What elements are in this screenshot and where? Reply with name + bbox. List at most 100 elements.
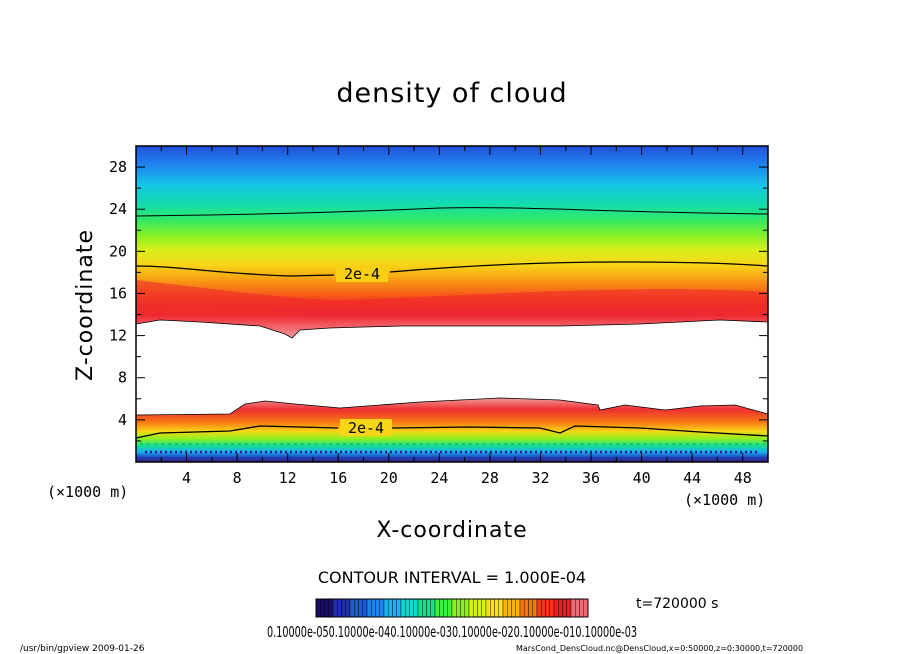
plot-area bbox=[136, 146, 768, 462]
colorbar-cell bbox=[413, 598, 419, 618]
colorbar-cell bbox=[553, 598, 559, 618]
colorbar-cell bbox=[481, 598, 487, 618]
colorbar-cell bbox=[383, 598, 389, 618]
contour-2e-4-upper bbox=[135, 261, 769, 277]
colorbar-cell bbox=[494, 598, 499, 618]
x-axis-title: X-coordinate bbox=[376, 518, 527, 543]
colorbar-cell bbox=[371, 598, 376, 618]
colorbar-cell bbox=[473, 598, 478, 618]
y-tick-label: 8 bbox=[118, 369, 127, 387]
colorbar-cell bbox=[443, 598, 448, 618]
contour-label-bg-upper bbox=[336, 265, 388, 282]
colorbar-cell bbox=[566, 598, 572, 618]
colorbar-cell bbox=[451, 598, 457, 618]
x-tick-label: 12 bbox=[279, 469, 297, 487]
colorbar-cell bbox=[519, 598, 525, 618]
colorbar-cell bbox=[345, 598, 351, 618]
y-tick-label: 24 bbox=[109, 200, 127, 218]
colorbar-cell bbox=[366, 598, 372, 618]
colorbar-cell bbox=[396, 598, 402, 618]
colorbar-cell bbox=[405, 598, 410, 618]
y-tick-label: 16 bbox=[109, 284, 127, 302]
x-tick-label: 28 bbox=[481, 469, 499, 487]
colorbar-cell bbox=[332, 598, 338, 618]
colorbar-cell bbox=[434, 598, 440, 618]
colorbar-cell bbox=[388, 598, 393, 618]
footer-right: MarsCond_DensCloud.nc@DensCloud,x=0:5000… bbox=[516, 644, 803, 653]
colorbar-cell bbox=[447, 598, 453, 618]
contour-2e-4-lower bbox=[135, 425, 769, 439]
time-label: t=720000 s bbox=[636, 596, 718, 612]
colorbar-cell bbox=[528, 598, 533, 618]
contour-label-bg-lower bbox=[340, 419, 392, 436]
x-axis: 4 8 12 16 20 24 28 32 36 40 44 48 bbox=[160, 146, 752, 487]
colorbar-cell bbox=[375, 598, 380, 618]
colorbar-cell bbox=[354, 598, 359, 618]
colorbar-cell bbox=[337, 598, 342, 618]
lower-cloud-band bbox=[136, 398, 768, 462]
colorbar-cell bbox=[532, 598, 538, 618]
upper-red-core bbox=[136, 280, 768, 317]
colorbar-cell bbox=[341, 598, 346, 618]
colorbar-cell bbox=[511, 598, 516, 618]
y-axis: 4 8 12 16 20 24 28 bbox=[109, 158, 768, 442]
plot-frame bbox=[135, 145, 769, 463]
colorbar-cell bbox=[498, 598, 504, 618]
y-tick-label: 20 bbox=[109, 242, 127, 260]
colorbar-cell bbox=[328, 598, 334, 618]
colorbar-cell bbox=[400, 598, 406, 618]
colorbar-cell bbox=[507, 598, 512, 618]
y-tick-label: 28 bbox=[109, 158, 127, 176]
x-unit-label: (×1000 m) bbox=[684, 491, 765, 509]
colorbar-cell bbox=[349, 598, 355, 618]
colorbar-cell bbox=[456, 598, 461, 618]
colorbar-cell bbox=[485, 598, 491, 618]
colorbar-cell bbox=[545, 598, 550, 618]
colorbar-cell bbox=[575, 598, 580, 618]
contour-label-lower: 2e-4 bbox=[348, 419, 384, 437]
colorbar-labels: 0.10000e-050.10000e-040.10000e-030.10000… bbox=[267, 623, 637, 641]
colorbar-cell bbox=[468, 598, 474, 618]
colorbar-cell bbox=[541, 598, 546, 618]
colorbar-cell bbox=[558, 598, 563, 618]
colorbar bbox=[315, 598, 589, 618]
colorbar-cell bbox=[460, 598, 465, 618]
colorbar-cell bbox=[570, 598, 576, 618]
colorbar-cell bbox=[464, 598, 470, 618]
colorbar-cell bbox=[583, 598, 589, 618]
colorbar-frame bbox=[315, 598, 589, 618]
colorbar-cell bbox=[409, 598, 414, 618]
colorbar-cell bbox=[379, 598, 385, 618]
y-tick-label: 12 bbox=[109, 327, 127, 345]
x-tick-label: 44 bbox=[683, 469, 701, 487]
contour-upper-top bbox=[135, 207, 769, 217]
colorbar-cell bbox=[422, 598, 427, 618]
x-tick-label: 20 bbox=[380, 469, 398, 487]
y-axis-title: Z-coordinate bbox=[73, 229, 98, 381]
x-tick-label: 16 bbox=[329, 469, 347, 487]
x-tick-label: 40 bbox=[633, 469, 651, 487]
colorbar-cell bbox=[417, 598, 423, 618]
colorbar-cell bbox=[362, 598, 368, 618]
x-tick-label: 24 bbox=[430, 469, 448, 487]
contour-interval: CONTOUR INTERVAL = 1.000E-04 bbox=[318, 568, 586, 587]
y-unit-label: (×1000 m) bbox=[47, 483, 128, 501]
x-tick-label: 8 bbox=[233, 469, 242, 487]
colorbar-cell bbox=[579, 598, 584, 618]
contour-lower-top bbox=[135, 397, 769, 416]
colorbar-cell bbox=[324, 598, 329, 618]
colorbar-cell bbox=[490, 598, 495, 618]
colorbar-cell bbox=[315, 598, 321, 618]
colorbar-cell bbox=[562, 598, 567, 618]
colorbar-cell bbox=[392, 598, 397, 618]
x-tick-label: 48 bbox=[734, 469, 752, 487]
colorbar-cell bbox=[320, 598, 325, 618]
colorbar-cell bbox=[502, 598, 508, 618]
colorbar-cell bbox=[515, 598, 521, 618]
x-tick-label: 36 bbox=[582, 469, 600, 487]
colorbar-cell bbox=[477, 598, 482, 618]
x-tick-label: 32 bbox=[531, 469, 549, 487]
colorbar-cell bbox=[439, 598, 444, 618]
contour-upper-bottom bbox=[135, 319, 769, 339]
